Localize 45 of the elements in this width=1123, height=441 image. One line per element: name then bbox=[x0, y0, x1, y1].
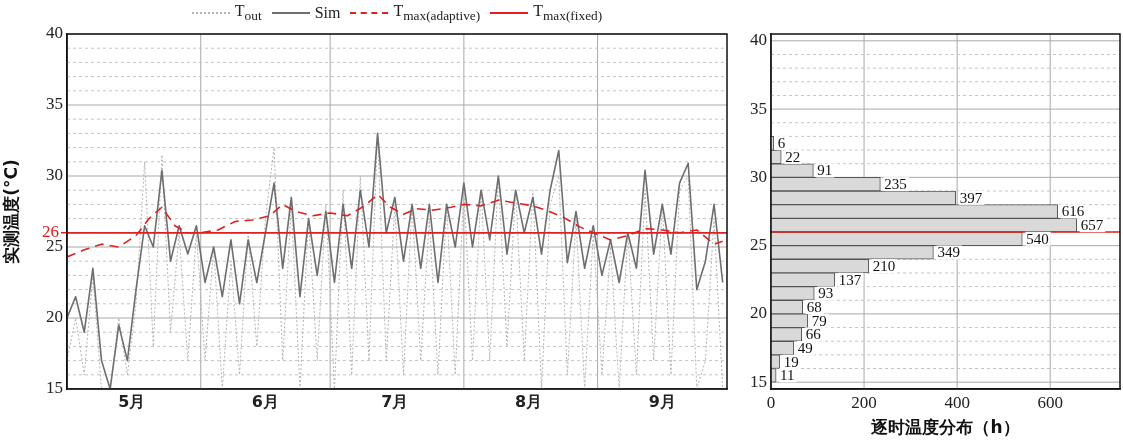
y-tick-label: 15 bbox=[750, 371, 767, 391]
x-tick-label: 7月 bbox=[381, 391, 409, 411]
x-tick-label: 6月 bbox=[251, 391, 279, 411]
y-tick-label: 35 bbox=[750, 98, 767, 118]
data-label: 657 bbox=[1080, 217, 1104, 234]
y-tick-label: 20 bbox=[46, 307, 63, 327]
legend-label: T$_{max(adaptive)}$ bbox=[393, 2, 481, 25]
data-label: 22 bbox=[785, 148, 801, 165]
y-tick-label: 40 bbox=[750, 30, 767, 50]
data-label: 397 bbox=[959, 189, 983, 206]
legend-label: T$_{max(fixed)}$ bbox=[533, 2, 603, 25]
data-label: 349 bbox=[937, 244, 960, 261]
y-tick-label: 25 bbox=[46, 236, 63, 256]
y-tick-label: 25 bbox=[750, 235, 767, 255]
data-label: 11 bbox=[780, 367, 795, 384]
y-tick-label: 30 bbox=[46, 165, 63, 185]
x-tick-label: 200 bbox=[851, 392, 877, 412]
x-tick-label: 5月 bbox=[118, 391, 146, 411]
data-label: 49 bbox=[797, 339, 813, 356]
legend-label: T$_{out}$ bbox=[234, 2, 262, 25]
x-tick-label: 600 bbox=[1037, 392, 1063, 412]
data-label: 68 bbox=[806, 299, 822, 316]
data-label: 79 bbox=[811, 312, 827, 329]
legend-label: Sim bbox=[314, 4, 341, 23]
data-label: 93 bbox=[818, 285, 834, 302]
data-label: 137 bbox=[838, 271, 862, 288]
y-axis-title: 实测温度(°C) bbox=[0, 159, 21, 264]
x-tick-label: 8月 bbox=[515, 391, 543, 411]
data-label: 540 bbox=[1026, 230, 1049, 247]
data-label: 66 bbox=[805, 326, 822, 343]
y-tick-label: 15 bbox=[46, 378, 63, 398]
y-tick-label: 40 bbox=[46, 23, 63, 43]
x-tick-label: 0 bbox=[766, 392, 776, 412]
data-label: 210 bbox=[872, 258, 896, 275]
x-tick-label: 9月 bbox=[648, 391, 676, 411]
x-axis-title: 逐时温度分布（h） bbox=[870, 417, 1020, 438]
x-tick-label: 400 bbox=[944, 392, 970, 412]
data-label: 19 bbox=[783, 353, 799, 370]
y-tick-label: 35 bbox=[46, 94, 63, 114]
data-label: 235 bbox=[884, 176, 907, 193]
data-label: 616 bbox=[1061, 203, 1085, 220]
data-label: 91 bbox=[817, 162, 833, 179]
y-tick-label: 20 bbox=[750, 303, 767, 323]
y-tick-label: 30 bbox=[750, 166, 767, 186]
data-label: 6 bbox=[777, 135, 786, 152]
